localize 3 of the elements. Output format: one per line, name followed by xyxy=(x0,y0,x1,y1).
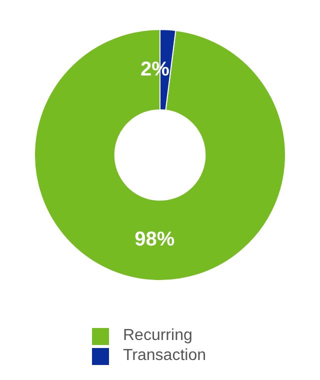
legend-label: Recurring xyxy=(123,327,192,345)
legend-label: Transaction xyxy=(123,347,206,365)
data-label: 98% xyxy=(134,228,175,251)
